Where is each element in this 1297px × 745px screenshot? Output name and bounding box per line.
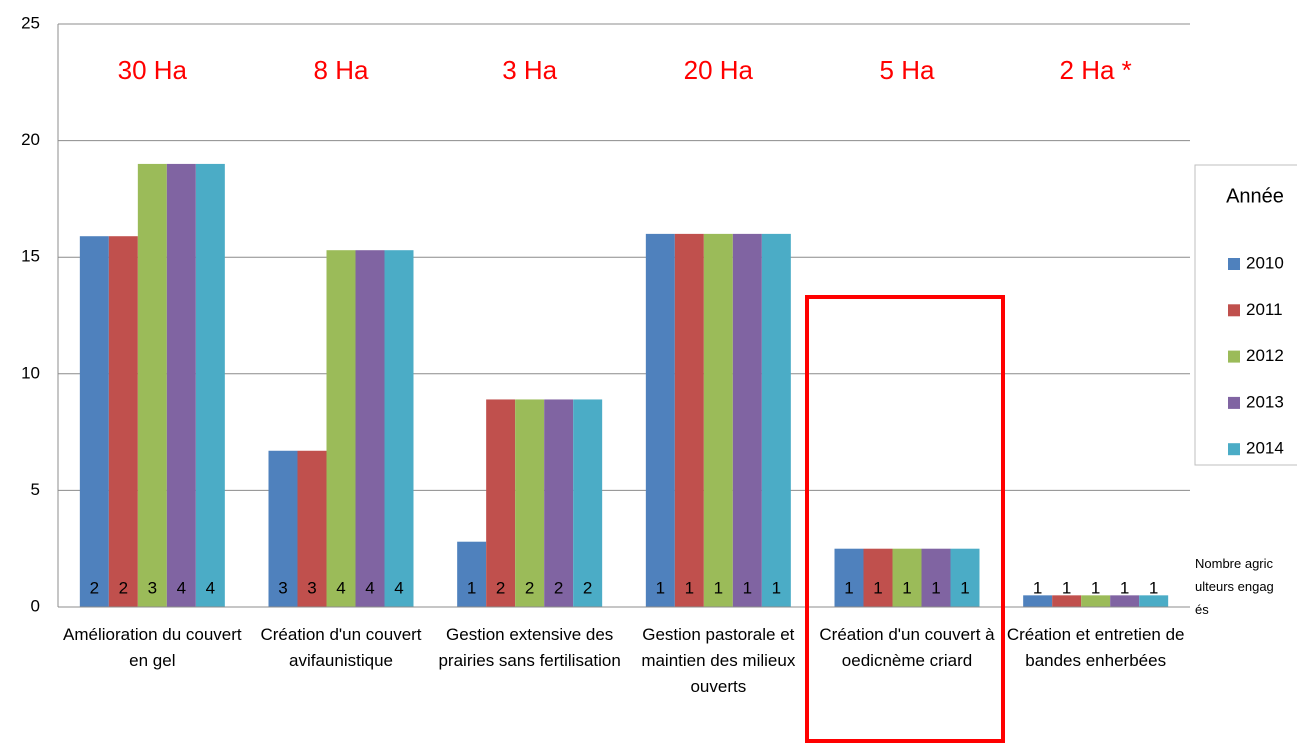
legend-swatch: [1228, 258, 1240, 270]
y-tick-label: 25: [21, 13, 40, 32]
legend-label: 2010: [1246, 253, 1284, 272]
data-label: 4: [206, 578, 215, 597]
bar: [1139, 595, 1169, 607]
legend-swatch: [1228, 304, 1240, 317]
data-label: 2: [554, 578, 563, 597]
x-tick-label: Gestion extensive des prairies sans fert…: [438, 625, 621, 670]
bar: [108, 236, 138, 607]
data-label: 1: [1149, 578, 1158, 597]
bar: [732, 233, 762, 607]
data-label: 1: [656, 578, 665, 597]
bar: [166, 163, 196, 608]
bar: [674, 233, 704, 607]
data-label: 2: [119, 578, 128, 597]
annotation: 20 Ha: [684, 55, 754, 85]
data-label: 2: [496, 578, 505, 597]
legend-swatch: [1228, 443, 1240, 456]
x-tick-label: Création et entretien de bandes enherbée…: [1006, 625, 1185, 670]
data-label: 4: [336, 578, 345, 597]
bar: [297, 450, 327, 607]
bar: [921, 548, 951, 607]
bar: [1052, 595, 1082, 607]
data-label: 1: [1033, 578, 1042, 597]
x-tick-label: Création d'un couvert avifaunistique: [260, 625, 422, 670]
bar: [863, 548, 893, 607]
bar: [761, 233, 791, 607]
bar: [268, 450, 298, 607]
bar: [1110, 595, 1140, 607]
legend-title: Année: [1226, 185, 1284, 207]
data-label: 1: [873, 578, 882, 597]
legend-swatch: [1228, 350, 1240, 363]
bar: [384, 250, 414, 608]
data-label: 1: [844, 578, 853, 597]
data-label: 4: [394, 578, 403, 597]
bar: [79, 236, 109, 607]
y-tick-label: 20: [21, 130, 40, 149]
bar: [1023, 595, 1053, 607]
bar: [1081, 595, 1111, 607]
data-label: 3: [148, 578, 157, 597]
bar: [457, 541, 487, 607]
bar: [355, 250, 385, 608]
x-tick-label: Amélioration du couvert en gel: [63, 625, 242, 670]
data-label: 1: [1091, 578, 1100, 597]
data-label: 1: [467, 578, 476, 597]
data-label: 1: [772, 578, 781, 597]
bar: [195, 163, 225, 608]
x-tick-label: Création d'un couvert à oedicnème criard: [819, 625, 995, 670]
y-tick-label: 10: [21, 363, 40, 382]
data-label: 4: [365, 578, 374, 597]
data-label: 4: [177, 578, 186, 597]
data-label: 1: [714, 578, 723, 597]
data-label: 1: [960, 578, 969, 597]
data-label: 3: [278, 578, 287, 597]
annotation: 2 Ha *: [1060, 55, 1132, 85]
data-label: 1: [1062, 578, 1071, 597]
annotation: 3 Ha: [502, 55, 557, 85]
legend-box: [1194, 164, 1297, 466]
bar: [544, 399, 574, 607]
y-tick-label: 15: [21, 247, 40, 266]
legend-label: 2014: [1246, 439, 1284, 458]
bar: [326, 250, 356, 608]
y-tick-label: 0: [31, 596, 40, 615]
bar: [834, 548, 864, 607]
x-tick-label: Gestion pastorale et maintien des milieu…: [641, 625, 796, 696]
data-label: 3: [307, 578, 316, 597]
legend-label: 2013: [1246, 392, 1284, 411]
annotation: 8 Ha: [314, 55, 369, 85]
bar: [515, 399, 545, 607]
bar: [486, 399, 516, 607]
data-label: 1: [931, 578, 940, 597]
data-label: 1: [902, 578, 911, 597]
data-label: 1: [1120, 578, 1129, 597]
bar: [892, 548, 922, 607]
bar: [645, 233, 675, 607]
bar: [703, 233, 733, 607]
y-tick-label: 5: [31, 480, 40, 499]
legend-label: 2011: [1246, 300, 1283, 319]
legend-swatch: [1228, 396, 1240, 409]
note: Nombre agriculteurs engagés: [1195, 556, 1274, 617]
legend-label: 2012: [1246, 346, 1284, 365]
data-label: 2: [90, 578, 99, 597]
bar: [137, 163, 167, 608]
annotation: 5 Ha: [880, 55, 935, 85]
bar: [950, 548, 980, 607]
data-label: 1: [685, 578, 694, 597]
data-label: 1: [743, 578, 752, 597]
bar: [573, 399, 603, 607]
annotation: 30 Ha: [118, 55, 188, 85]
data-label: 2: [525, 578, 534, 597]
data-label: 2: [583, 578, 592, 597]
highlight-box: [805, 295, 1005, 743]
